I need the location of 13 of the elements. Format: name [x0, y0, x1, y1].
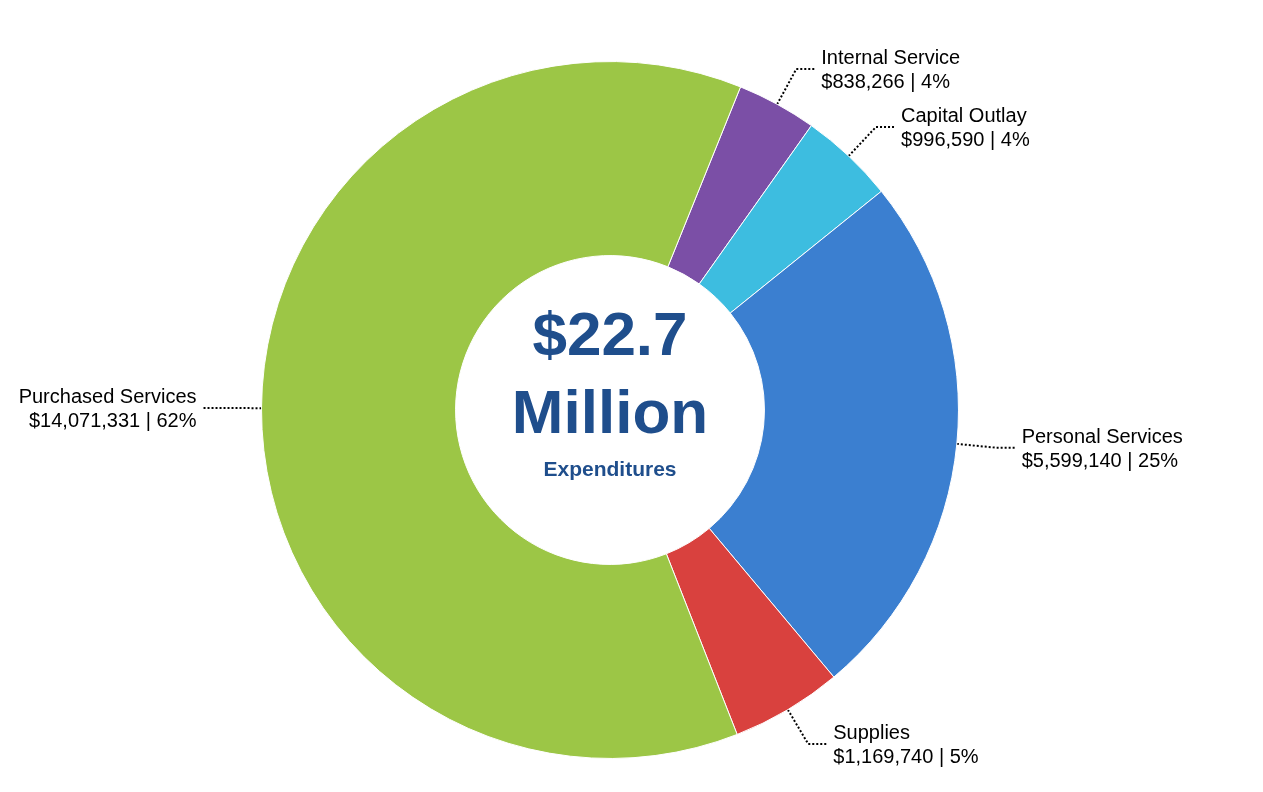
text: Expenditures — [543, 456, 677, 480]
data-label: $996,590 | 4% — [901, 127, 1030, 150]
slice-label: Capital Outlay — [901, 103, 1027, 126]
slice-label: Purchased Services — [18, 384, 197, 407]
text: Million — [511, 376, 709, 446]
text: $22.7 — [532, 298, 688, 368]
slice-label: Supplies — [833, 721, 910, 744]
data-label: $1,169,740 | 5% — [833, 745, 979, 768]
data-label: $838,266 | 4% — [821, 70, 951, 93]
slice-label: Internal Service — [821, 46, 961, 69]
data-label: $5,599,140 | 25% — [1021, 448, 1179, 471]
data-label: $14,071,331 | 62% — [28, 408, 197, 431]
slice-label: Personal Services — [1021, 424, 1183, 447]
